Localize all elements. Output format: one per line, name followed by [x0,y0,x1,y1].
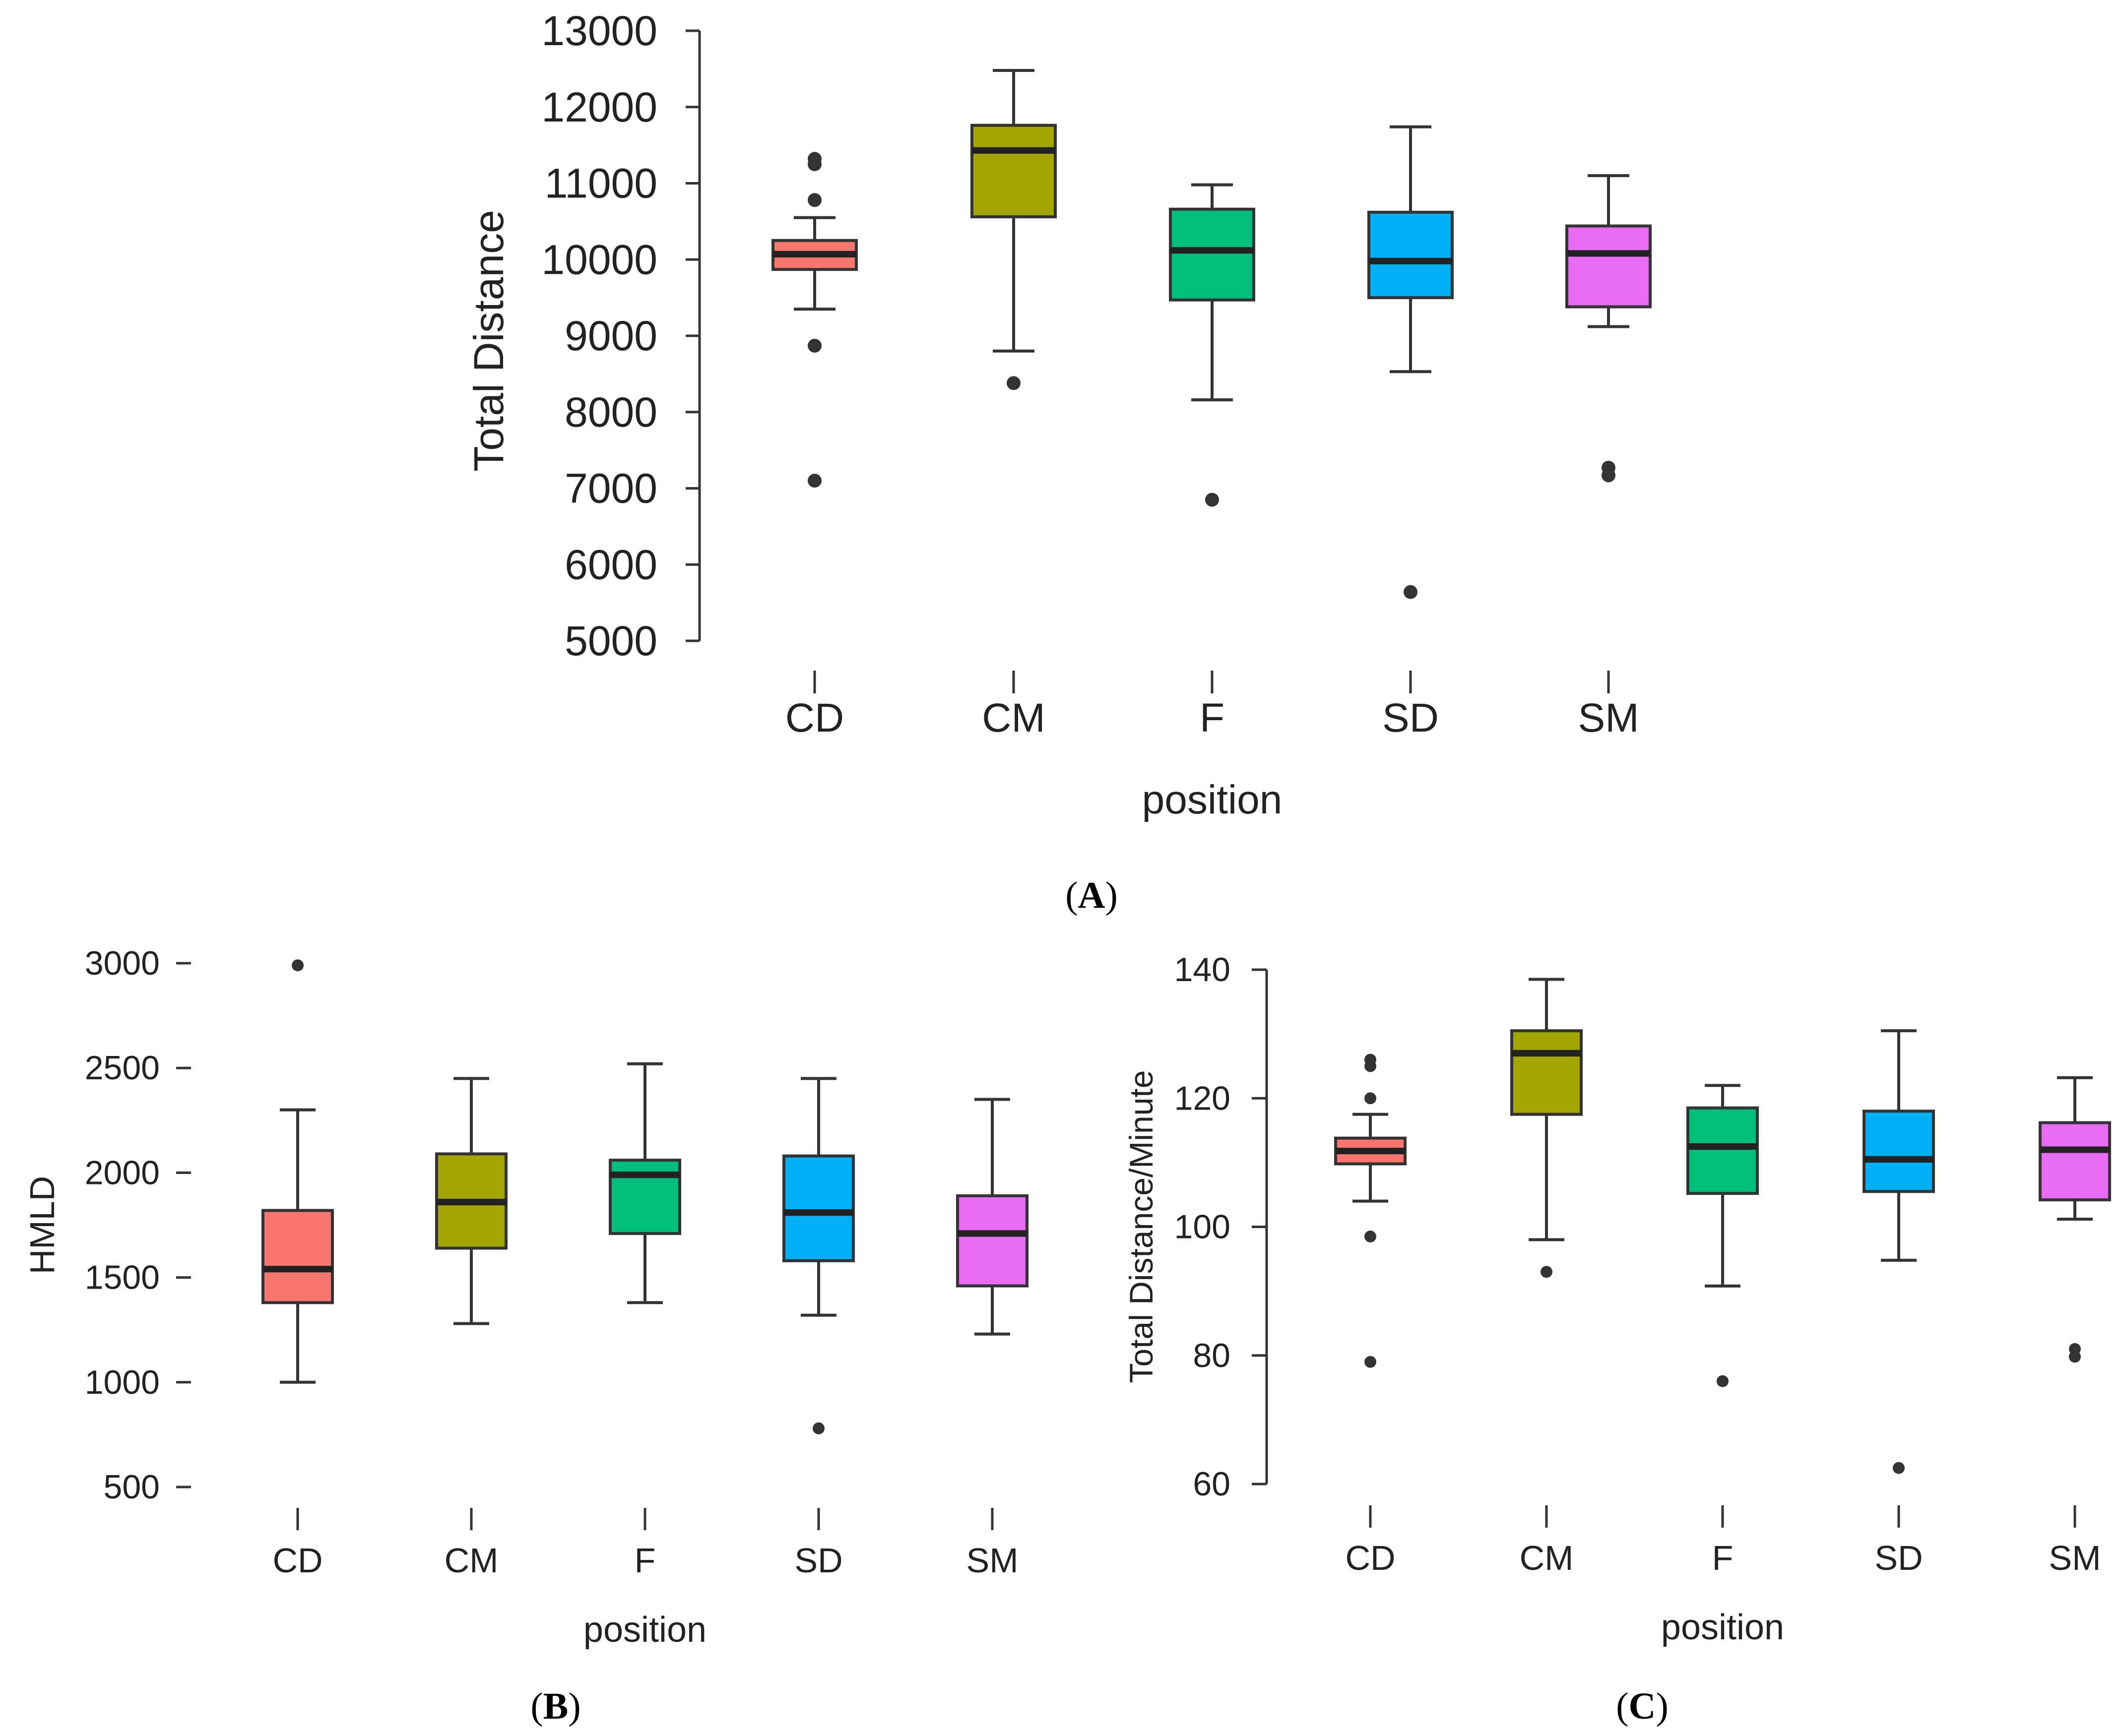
x-tick-label: CM [1520,1539,1574,1577]
outlier-point [1007,376,1021,390]
y-axis-title: Total Distance/Minute [1123,1070,1159,1383]
y-axis-title: HMLD [23,1176,62,1274]
x-tick-label: SD [1382,695,1439,741]
iqr-box [956,1194,1028,1288]
y-axis-title: Total Distance [465,210,512,472]
outlier-point [1364,1092,1376,1105]
x-tick-label: CD [272,1541,322,1580]
outlier-point [1893,1462,1905,1474]
x-axis-title: position [1661,1608,1784,1647]
panel-caption: (A) [1065,874,1118,916]
box-SM [956,1098,1028,1336]
x-tick-label: SM [966,1541,1019,1580]
outlier-point [1205,493,1219,507]
box-SD [1367,125,1454,599]
outlier-point [292,959,304,972]
box-SD [1863,1029,1935,1474]
x-tick-label: F [1712,1539,1734,1577]
outlier-point [808,338,822,353]
outlier-point [808,152,822,166]
x-tick-label: SM [1578,695,1639,741]
y-tick-label: 3000 [85,944,160,982]
y-tick-label: 10000 [541,236,657,283]
outlier-point [813,1422,825,1434]
iqr-box [970,124,1057,219]
iqr-box [1510,1029,1583,1116]
outlier-point [1404,585,1417,599]
box-CM [435,1077,508,1325]
x-tick-label: CD [1345,1539,1395,1577]
y-tick-label: 2000 [85,1154,160,1191]
y-tick-label: 6000 [565,541,657,588]
x-tick-label: SM [2049,1539,2101,1577]
x-tick-label: CD [785,695,844,741]
y-tick-label: 100 [1174,1208,1230,1246]
outlier-point [2069,1351,2081,1363]
iqr-box [1565,224,1652,309]
iqr-box [1367,210,1454,300]
outlier-point [1602,468,1615,483]
box-SD [782,1077,855,1434]
panel-A: 5000 6000 7000 8000 9000 10000 11000 12000 13000… [465,7,1652,916]
iqr-box [1169,207,1255,302]
y-tick-label: 11000 [545,160,657,207]
y-tick-label: 80 [1193,1337,1230,1374]
panel-B: 500 1000 1500 2000 2500 3000 HMLD CD CM F SD SM posi… [23,944,1028,1727]
box-F [609,1062,681,1304]
x-tick-label: F [635,1541,656,1580]
outlier-point [1541,1266,1552,1278]
x-tick-label: SD [794,1541,842,1580]
x-tick-label: F [1200,695,1224,741]
y-tick-label: 140 [1174,951,1230,989]
box-CD [261,959,334,1384]
x-axis-title: position [1142,777,1283,822]
iqr-box [782,1154,855,1262]
outlier-point [808,193,822,207]
outlier-point [1364,1060,1376,1072]
panel-caption: (B) [530,1685,580,1727]
x-axis-title: position [583,1610,707,1650]
outlier-point [1364,1230,1376,1242]
y-tick-label: 500 [104,1468,160,1506]
iqr-box [1686,1106,1759,1195]
box-CM [970,68,1057,390]
y-tick-label: 1500 [85,1259,160,1297]
box-CD [771,152,858,488]
iqr-box [609,1159,681,1235]
box-SM [1565,174,1652,483]
y-tick-label: 12000 [541,84,657,130]
y-tick-label: 120 [1174,1079,1230,1117]
box-F [1169,183,1255,507]
box-F [1686,1084,1759,1387]
iqr-box [2039,1121,2111,1202]
box-CD [1334,1054,1407,1368]
panel-C: 60 80 100 120 140 Total Distance/Minute CD CM F S… [1123,951,2111,1727]
y-tick-label: 60 [1193,1465,1230,1503]
x-tick-label: SD [1874,1539,1923,1577]
y-tick-label: 2500 [85,1049,160,1087]
box-SM [2039,1076,2111,1363]
y-tick-label: 9000 [565,312,657,359]
box-CM [1510,978,1583,1278]
x-tick-label: CM [445,1541,499,1580]
panel-caption: (C) [1616,1685,1669,1727]
outlier-point [808,474,822,488]
y-tick-label: 5000 [565,618,657,664]
outlier-point [1364,1356,1376,1368]
x-tick-label: CM [982,695,1045,741]
y-tick-label: 1000 [85,1364,160,1401]
y-tick-label: 13000 [541,7,657,54]
iqr-box [1863,1110,1935,1193]
outlier-point [1717,1375,1729,1387]
iqr-box [261,1209,334,1304]
y-tick-label: 7000 [565,465,657,512]
y-tick-label: 8000 [565,389,657,435]
